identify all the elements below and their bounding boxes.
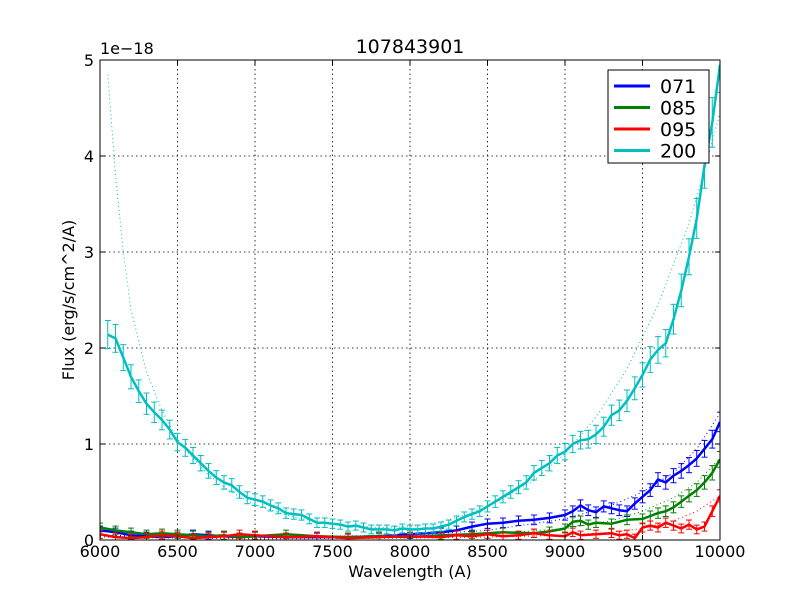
legend-label-071: 071	[660, 76, 696, 98]
y-tick-label: 0	[84, 531, 94, 550]
x-tick-label: 7000	[235, 542, 276, 561]
series-line-200	[107, 64, 720, 532]
x-tick-label: 7500	[312, 542, 353, 561]
y-axis-label: Flux (erg/s/cm^2/A)	[59, 220, 78, 381]
legend-label-095: 095	[660, 119, 696, 141]
data-series	[100, 60, 720, 540]
legend-label-200: 200	[660, 141, 696, 163]
x-tick-label: 8500	[467, 542, 508, 561]
axis-ticks: 6000 6500 7000 7500 8000 8500 9000 9500 10000 0 1 2…	[80, 51, 746, 561]
y-tick-label: 2	[84, 339, 94, 358]
y-tick-label: 3	[84, 243, 94, 262]
x-tick-label: 6500	[157, 542, 198, 561]
y-offset-label: 1e−18	[100, 39, 154, 58]
chart-title: 107843901	[356, 36, 465, 58]
x-tick-label: 6000	[80, 542, 121, 561]
x-tick-label: 9500	[622, 542, 663, 561]
legend-label-085: 085	[660, 98, 696, 120]
x-tick-label: 8000	[390, 542, 431, 561]
series-line-095	[100, 495, 720, 540]
x-tick-label: 10000	[695, 542, 746, 561]
x-axis-label: Wavelength (A)	[348, 562, 471, 581]
y-tick-label: 4	[84, 147, 94, 166]
x-tick-label: 9000	[545, 542, 586, 561]
y-tick-label: 1	[84, 435, 94, 454]
y-tick-label: 5	[84, 51, 94, 70]
grid-lines	[100, 60, 720, 540]
